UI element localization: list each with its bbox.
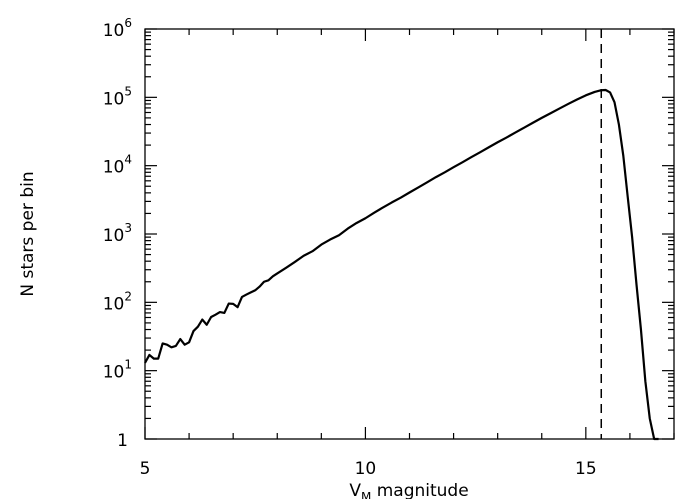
x-tick-label: 15 [575,459,597,479]
y-tick-labels: 1 101 102 103 104 105 106 [103,16,132,451]
y-tick-label: 1 [117,431,128,451]
y-tick-label: 103 [103,221,132,246]
y-tick-label: 105 [103,84,132,109]
axis-ticks [144,28,675,440]
series-line [144,88,659,441]
x-tick-label: 5 [140,459,151,479]
y-axis-title: N stars per bin [18,171,38,296]
x-tick-labels: 5 10 15 [140,459,597,479]
x-tick-label: 10 [355,459,377,479]
y-tick-label: 104 [103,153,132,178]
plot-frame [144,28,675,440]
x-axis-title: VM magnitude [349,481,468,499]
y-tick-label: 102 [103,289,132,314]
y-tick-label: 106 [103,16,132,41]
y-tick-label: 101 [103,358,132,383]
